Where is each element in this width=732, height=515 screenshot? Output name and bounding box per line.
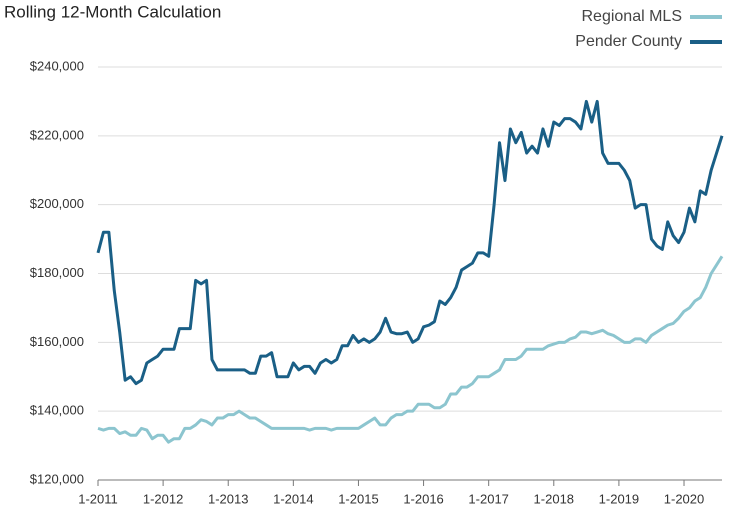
y-tick-label: $240,000 xyxy=(30,58,84,73)
series-line xyxy=(97,255,724,444)
legend-label: Pender County xyxy=(575,33,682,50)
x-tick-label: 1-2019 xyxy=(599,491,639,506)
x-tick-label: 1-2013 xyxy=(208,491,248,506)
y-tick-label: $220,000 xyxy=(30,127,84,142)
series-line xyxy=(96,99,724,386)
x-tick-label: 1-2011 xyxy=(78,491,118,506)
y-tick-label: $200,000 xyxy=(30,196,84,211)
y-tick-label: $120,000 xyxy=(30,471,84,486)
x-tick-label: 1-2015 xyxy=(338,491,378,506)
x-tick-label: 1-2014 xyxy=(273,491,313,506)
x-tick-label: 1-2020 xyxy=(664,491,704,506)
y-tick-label: $160,000 xyxy=(30,334,84,349)
x-tick-label: 1-2018 xyxy=(534,491,574,506)
x-tick-label: 1-2017 xyxy=(468,491,508,506)
y-tick-label: $180,000 xyxy=(30,265,84,280)
x-tick-label: 1-2016 xyxy=(403,491,443,506)
y-tick-label: $140,000 xyxy=(30,403,84,418)
chart-title: Rolling 12-Month Calculation xyxy=(4,2,221,21)
x-tick-label: 1-2012 xyxy=(143,491,183,506)
legend-label: Regional MLS xyxy=(582,8,683,25)
